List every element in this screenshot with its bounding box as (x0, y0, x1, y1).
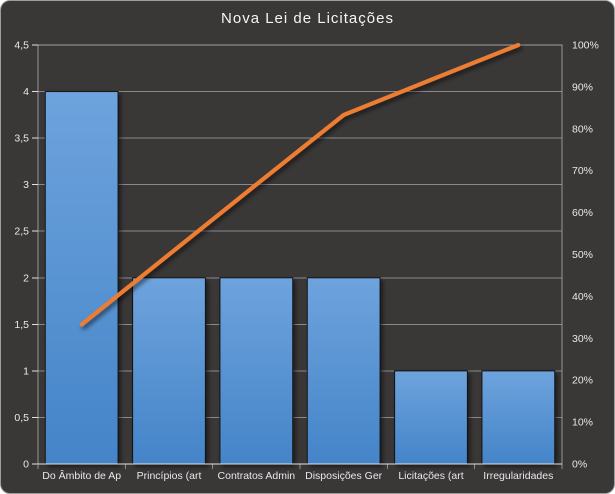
right-axis-tick-label: 80% (572, 123, 593, 135)
right-axis-tick-label: 90% (572, 81, 593, 93)
category-label: Do Âmbito de Ap (42, 469, 121, 482)
bar (132, 277, 206, 465)
right-axis-tick-label: 30% (572, 333, 593, 345)
category-label: Licitações (art (398, 470, 463, 482)
chart-title: Nova Lei de Licitações (221, 10, 394, 27)
right-axis: 0% 10% 20% 30% 40% 50% 60% 70% 80% 90% 100% (572, 40, 599, 471)
left-axis-tick-label: 2 (23, 272, 29, 284)
left-axis-tick-label: 4,5 (14, 40, 29, 52)
right-axis-tick-label: 60% (572, 207, 593, 219)
left-axis-tick-label: 3 (23, 179, 29, 191)
bar (44, 91, 119, 465)
right-axis-tick-label: 10% (572, 417, 593, 429)
category-label: Irregularidades (483, 470, 553, 482)
category-label: Contratos Admin (218, 470, 296, 482)
left-axis-tick-label: 0 (23, 459, 29, 471)
category-label: Princípios (art (137, 470, 202, 482)
category-axis (37, 464, 563, 469)
right-axis-tick-label: 40% (572, 291, 593, 303)
right-axis-tick-label: 100% (572, 40, 599, 52)
right-axis-tick-label: 20% (572, 375, 593, 387)
bar (481, 370, 556, 465)
left-axis: 0 0,5 1 1,5 2 2,5 3 3,5 4 4,5 (14, 40, 38, 471)
category-labels: Do Âmbito de Ap Princípios (art Contratos … (42, 469, 553, 482)
bar (394, 370, 468, 465)
bar (306, 277, 381, 465)
left-axis-tick-label: 1,5 (14, 319, 29, 331)
cumulative-line (79, 42, 521, 327)
left-axis-tick-label: 1 (23, 365, 29, 377)
left-axis-tick-label: 2,5 (14, 226, 29, 238)
category-label: Disposições Ger (305, 470, 383, 482)
bar (219, 277, 294, 465)
left-axis-tick-label: 0,5 (14, 412, 29, 424)
left-axis-tick-label: 3,5 (14, 133, 29, 145)
bar-series (44, 91, 556, 465)
right-axis-tick-label: 70% (572, 165, 593, 177)
left-axis-tick-label: 4 (23, 86, 29, 98)
right-axis-tick-label: 0% (572, 459, 587, 471)
right-axis-tick-label: 50% (572, 249, 593, 261)
